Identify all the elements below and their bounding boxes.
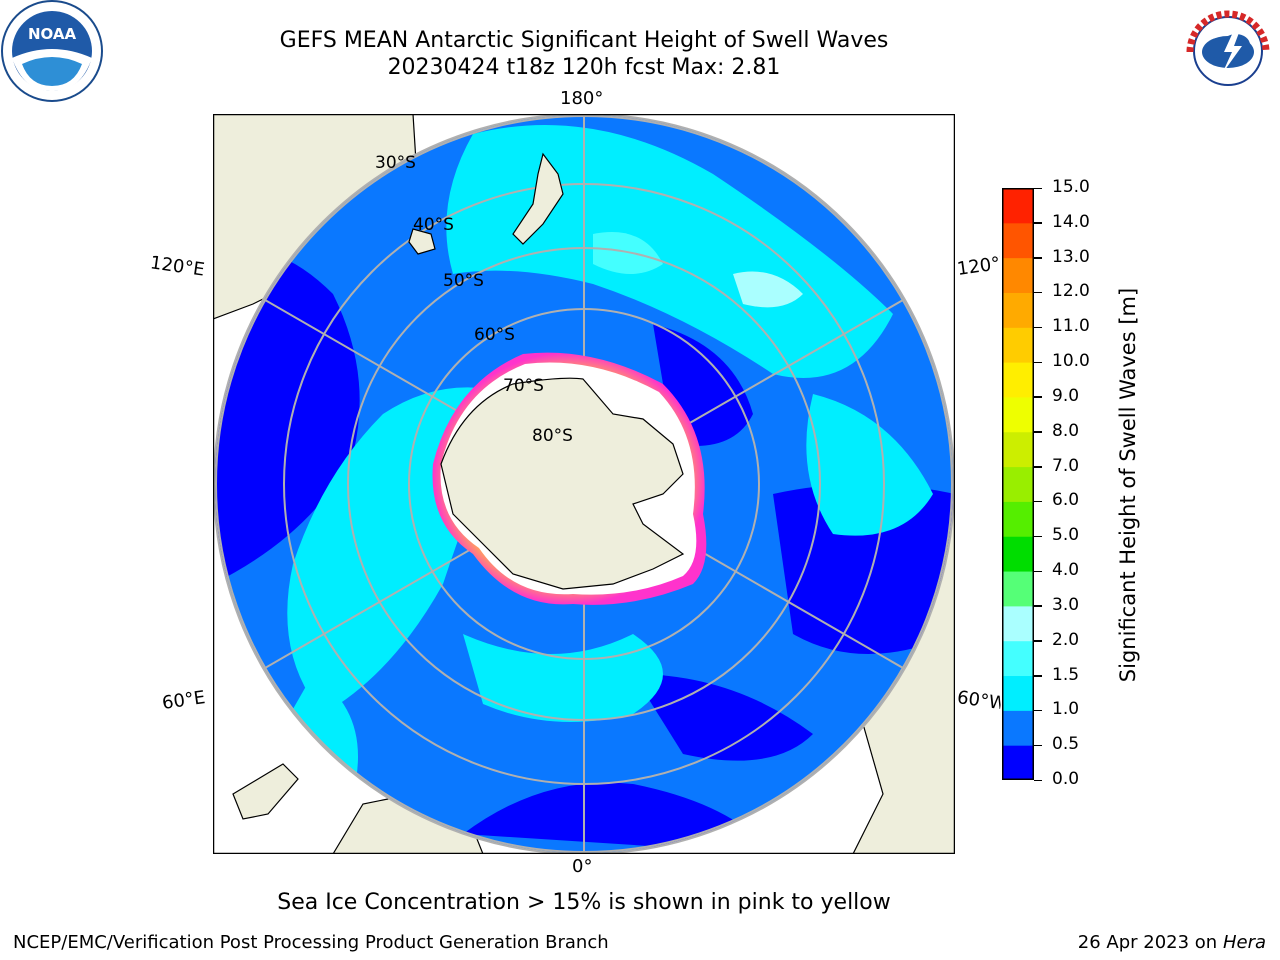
svg-text:NOAA: NOAA: [28, 25, 77, 43]
colorbar-tick-label: 8.0: [1052, 420, 1080, 441]
lon-label-upper-left: 120°E: [148, 252, 206, 281]
colorbar-band: [1002, 362, 1034, 398]
colorbar-band: [1002, 640, 1034, 677]
colorbar-band: [1002, 257, 1034, 293]
colorbar-tick-mark: [1034, 640, 1042, 642]
colorbar-tick-label: 14.0: [1052, 211, 1090, 232]
colorbar-band: [1002, 710, 1034, 746]
colorbar-tick-label: 10.0: [1052, 351, 1090, 372]
madagascar-land: [232, 763, 299, 820]
colorbar-tick-mark: [1034, 257, 1042, 259]
colorbar-tick-mark: [1034, 570, 1042, 573]
colorbar-tick-mark: [1034, 500, 1042, 503]
colorbar-tick-mark: [1034, 466, 1042, 468]
colorbar-band: [1002, 605, 1034, 642]
lat-label-50s: 50°S: [443, 271, 484, 291]
colorbar-tick-mark: [1034, 744, 1042, 747]
lon-label-upper-right: 120°W: [955, 253, 1003, 280]
footer-date-text: 26 Apr 2023 on: [1077, 932, 1223, 953]
colorbar-tick-label: 5.0: [1052, 525, 1080, 546]
colorbar-band: [1002, 675, 1034, 711]
colorbar-tick-label: 2.0: [1052, 629, 1080, 650]
lon-label-bottom: 0°: [572, 856, 593, 877]
colorbar-label: Significant Height of Swell Waves [m]: [1116, 287, 1140, 683]
lat-label-60s: 60°S: [474, 325, 515, 345]
colorbar-tick-label: 11.0: [1052, 316, 1090, 337]
colorbar-tick-mark: [1034, 222, 1042, 224]
map-title: GEFS MEAN Antarctic Significant Height o…: [279, 28, 889, 53]
lat-label-40s: 40°S: [413, 215, 454, 235]
colorbar-tick-mark: [1034, 779, 1042, 781]
colorbar-band: [1002, 396, 1034, 433]
colorbar: [1002, 188, 1034, 780]
colorbar-tick-mark: [1034, 396, 1042, 398]
colorbar-tick-mark: [1034, 605, 1042, 607]
lon-label-lower-left: 60°E: [160, 687, 207, 714]
colorbar-tick-label: 1.5: [1052, 664, 1080, 685]
footer-date: 26 Apr 2023 on Hera: [1078, 932, 1266, 953]
colorbar-band: [1002, 466, 1034, 502]
noaa-logo: NOAA: [1, 0, 103, 102]
colorbar-tick-label: 4.0: [1052, 560, 1080, 581]
new-zealand-land: [512, 152, 564, 245]
colorbar-band: [1002, 571, 1034, 607]
colorbar-tick-mark: [1034, 709, 1042, 712]
colorbar-tick-label: 15.0: [1052, 177, 1090, 197]
colorbar-tick-label: 9.0: [1052, 385, 1080, 406]
tasmania-land: [408, 228, 436, 255]
colorbar-tick-label: 13.0: [1052, 246, 1090, 267]
colorbar-tick-label: 6.0: [1052, 490, 1080, 511]
colorbar-band: [1002, 222, 1034, 259]
colorbar-tick-label: 12.0: [1052, 281, 1090, 302]
colorbar-band: [1002, 188, 1034, 224]
colorbar-band: [1002, 745, 1034, 780]
sea-ice-note: Sea Ice Concentration > 15% is shown in …: [277, 890, 891, 915]
colorbar-tick-mark: [1034, 291, 1042, 294]
nws-logo: [1178, 1, 1278, 101]
colorbar-tick-label: 3.0: [1052, 594, 1080, 615]
colorbar-tick-mark: [1034, 361, 1042, 364]
colorbar-band: [1002, 536, 1034, 572]
footer-credit: NCEP/EMC/Verification Post Processing Pr…: [13, 932, 609, 953]
colorbar-tick-mark: [1034, 535, 1042, 538]
antarctica-land: [440, 377, 685, 590]
colorbar-band: [1002, 501, 1034, 537]
colorbar-tick-mark: [1034, 326, 1042, 329]
colorbar-band: [1002, 292, 1034, 328]
colorbar-tick-label: 0.0: [1052, 769, 1080, 789]
colorbar-tick-mark: [1034, 675, 1042, 677]
lat-label-80s: 80°S: [532, 426, 573, 446]
lon-label-lower-right: 60°W: [955, 687, 1003, 714]
colorbar-tick-label: 0.5: [1052, 734, 1080, 755]
colorbar-tick-label: 7.0: [1052, 455, 1080, 476]
colorbar-band: [1002, 327, 1034, 363]
colorbar-band: [1002, 431, 1034, 468]
colorbar-tick-mark: [1034, 431, 1042, 433]
colorbar-tick-mark: [1034, 187, 1042, 189]
colorbar-tick-label: 1.0: [1052, 699, 1080, 720]
lon-label-top: 180°: [560, 88, 604, 109]
lat-label-30s: 30°S: [375, 153, 416, 173]
polar-map: 30°S 40°S 50°S 60°S 70°S 80°S: [213, 114, 955, 854]
footer-machine: Hera: [1222, 932, 1266, 953]
map-subtitle: 20230424 t18z 120h fcst Max: 2.81: [387, 55, 781, 80]
lat-label-70s: 70°S: [503, 376, 544, 396]
